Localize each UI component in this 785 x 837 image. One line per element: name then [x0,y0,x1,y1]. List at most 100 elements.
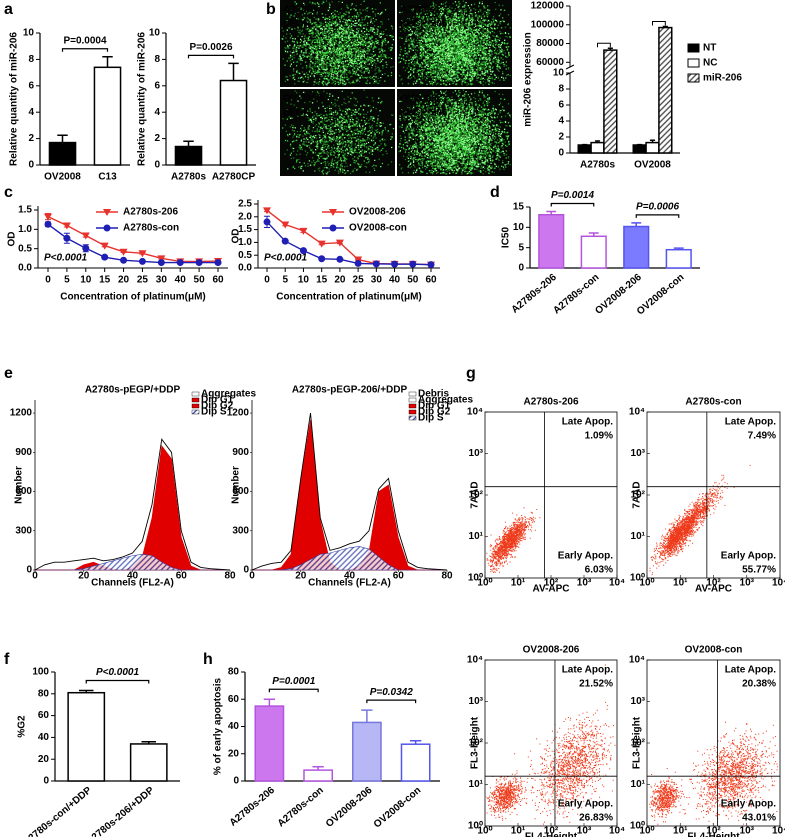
micrograph-label: pEGP-206 [400,19,448,30]
y-tick-label: 8 [154,54,160,65]
legend-label: NC [703,58,717,69]
marker [120,256,128,264]
marker [103,224,111,232]
x-tick-label: 40 [175,275,187,286]
y-tick-label: 10¹ [469,779,484,790]
bracket [85,679,150,684]
quadrant-label: Early Apop. [721,799,776,810]
marker [157,255,166,263]
micrograph-label: pEGP [283,108,311,119]
y-tick-label: 80 [228,667,240,678]
y-tick-label: 300 [15,525,32,536]
bracket [187,54,235,59]
x-tick-label: 20 [118,275,130,286]
error-bar [546,210,557,215]
annotation: P=0.0026 [189,42,233,53]
error-bar [662,25,668,28]
marker [354,259,362,267]
quadrant-gate [485,660,617,826]
y-tick-label: 600 [232,486,249,497]
y-tick-label: 10² [469,490,484,501]
y-tick-label: 4 [558,116,564,127]
quadrant-gate [647,660,780,826]
phase-area [252,419,447,571]
marker [372,260,380,268]
legend-label: A2780s-206 [123,207,178,218]
x-tick-label: 15 [316,275,328,286]
bar [400,743,431,782]
quadrant-label: Early Apop. [721,551,776,562]
axis-line [251,400,447,571]
bracket [268,688,319,693]
bracket [597,42,611,48]
x-tick-label: 0 [45,275,51,286]
bracket [61,48,109,52]
annotation: P=0.0014 [551,190,595,201]
x-tick-label: 60 [176,571,188,582]
quadrant-gate [485,412,617,578]
y-axis-label: Relative quantity of miR-206 [137,32,148,166]
legend-swatch [687,43,700,53]
y-tick-label: 600 [15,486,32,497]
marker [100,242,109,250]
legend-swatch [191,409,200,415]
event-cloud [486,664,616,825]
y-tick-label: 40 [38,732,50,743]
y-tick-label: 80000 [536,38,564,49]
x-tick-label: 80 [224,571,236,582]
y-tick-label: 10³ [631,448,646,459]
y-tick-label: 10⁰ [468,821,483,832]
x-tick-label: 10¹ [673,826,688,837]
marker [103,209,111,216]
error-bar [588,232,599,237]
x-tick-label: 0 [264,275,270,286]
y-tick-label: 60 [228,694,240,705]
marker [391,260,399,268]
x-tick-label: OV2008 [44,172,81,183]
legend-label: Aggregates [201,389,256,400]
panel-label: c [4,184,13,201]
bar [645,141,660,154]
y-tick-label: 10⁴ [467,655,483,666]
x-tick-label: 10² [544,578,559,589]
quadrant-value: 26.83% [579,813,613,824]
legend-swatch [408,403,417,409]
error-bar [649,139,656,143]
y-tick-label: 0.0 [238,263,252,274]
y-tick-label: 40 [228,721,240,732]
bracket [635,214,680,218]
legend-label: A2780s-con [123,223,179,234]
x-axis-label: Concentration of platinum(μM) [60,292,206,303]
micrograph-label: OV2008- [400,94,440,105]
chart-title: A2780s-con [685,397,741,408]
quadrant-value: 20.38% [742,679,776,690]
legend-swatch [687,73,700,83]
marker [138,257,146,265]
marker [44,213,52,221]
legend-label: Aggregates [418,395,473,406]
x-tick-label: 10 [298,275,310,286]
quadrant-label: Late Apop. [562,417,614,428]
y-axis-label: 7AAD [470,481,481,508]
y-tick-label: 0 [43,776,49,787]
y-tick-label: 10³ [469,448,484,459]
legend-label: Dip G2 [418,407,451,418]
error-bar [263,698,276,707]
marker [138,250,147,258]
x-tick-label: 10⁰ [477,578,492,589]
y-tick-label: 10⁰ [468,573,483,584]
chart-title: A2780s-pEGP/+DDP [85,385,181,396]
quadrant-label: Late Apop. [562,665,614,676]
y-tick-label: 20 [38,754,50,765]
x-tick-label: 0 [32,571,38,582]
marker [81,232,90,240]
legend-swatch [191,397,200,403]
y-tick-label: 60000 [536,57,564,68]
x-axis-label: FL4-Height [687,832,740,837]
quadrant-value: 43.01% [742,813,776,824]
x-tick-label: 20 [78,571,90,582]
panel-label: a [4,1,13,18]
chart-title: A2780s-pEGP-206/+DDP [292,385,408,396]
x-tick-label: 15 [99,275,111,286]
x-tick-label: 10³ [577,578,592,589]
